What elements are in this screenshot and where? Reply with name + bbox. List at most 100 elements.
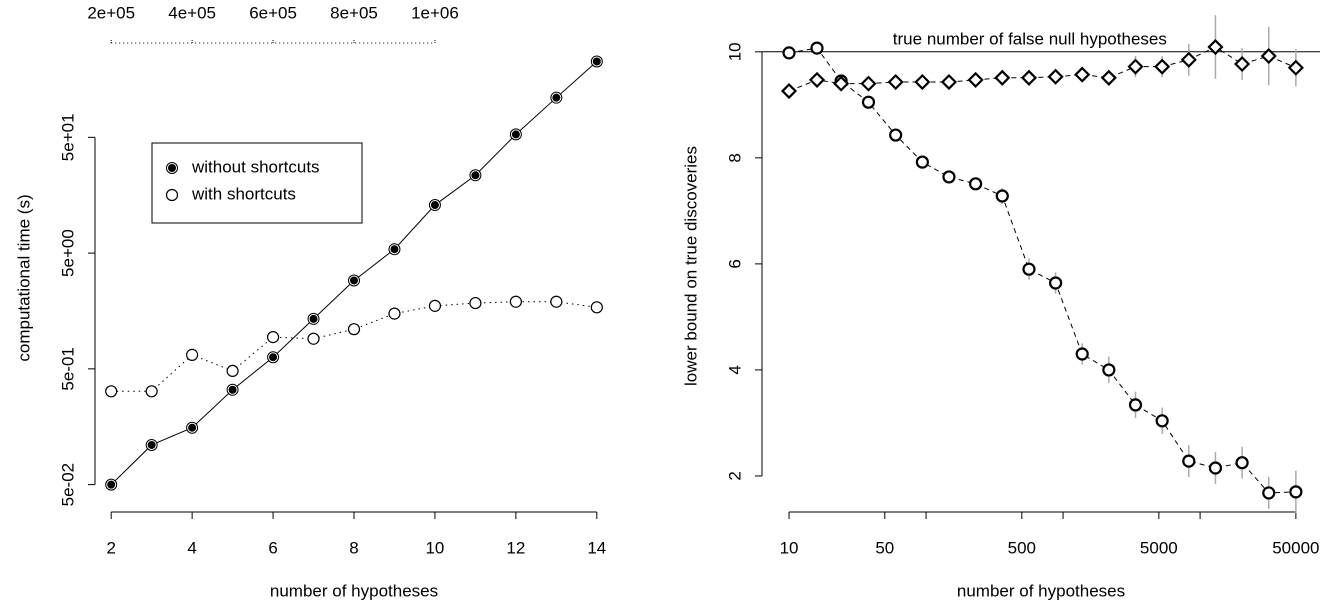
x-tick-label: 8 (349, 538, 358, 557)
reference-label: true number of false null hypotheses (893, 29, 1167, 48)
marker-dot (471, 171, 480, 180)
y-tick-label: 5e+00 (58, 229, 77, 277)
x2-tick-label: 2e+05 (87, 3, 135, 22)
marker (782, 46, 796, 60)
marker-dot (228, 385, 237, 394)
marker (348, 274, 360, 287)
marker (1128, 398, 1143, 412)
marker (1102, 363, 1116, 377)
marker (186, 421, 199, 434)
marker (1100, 69, 1117, 86)
marker (833, 75, 850, 92)
series (105, 55, 603, 491)
marker (590, 301, 603, 314)
y-tick-label: 8 (725, 153, 744, 162)
x2-tick-label: 4e+05 (168, 3, 216, 22)
series-line (111, 301, 597, 392)
y-axis-title: computational time (s) (14, 194, 33, 361)
marker-dot (188, 423, 197, 432)
x-tick-label: 10 (425, 538, 444, 557)
marker-dot (309, 314, 318, 323)
marker (590, 55, 603, 68)
marker (1022, 262, 1036, 276)
marker (105, 385, 118, 398)
marker (942, 170, 956, 184)
marker (1047, 68, 1064, 85)
marker (428, 199, 441, 212)
marker-dot (430, 201, 439, 210)
marker (145, 438, 158, 451)
marker-dot (592, 57, 601, 66)
marker (266, 331, 280, 344)
marker (1234, 55, 1251, 73)
x-tick-label: 2 (106, 538, 115, 557)
y-tick-label: 4 (725, 365, 744, 374)
marker (105, 478, 118, 491)
series (782, 41, 1303, 514)
marker (1289, 485, 1303, 499)
marker (1075, 347, 1089, 361)
chart-panel: 2 4 6 8 10 10 50 500 5000 50000 number of hypothes… (681, 15, 1320, 600)
marker (509, 128, 522, 141)
marker (1048, 276, 1063, 290)
marker (994, 69, 1011, 86)
marker (307, 332, 320, 345)
marker (1262, 486, 1276, 500)
marker (915, 155, 929, 169)
marker (995, 189, 1009, 203)
marker (1260, 47, 1277, 65)
marker (550, 91, 563, 104)
series (780, 15, 1304, 100)
marker (509, 295, 522, 308)
marker (1154, 58, 1171, 75)
y-tick-label: 6 (725, 259, 744, 268)
x-tick-label: 14 (587, 538, 606, 557)
series (105, 295, 603, 398)
marker (1182, 454, 1196, 468)
series-line (788, 47, 1296, 494)
x-tick-label: 10 (780, 538, 799, 557)
marker (1127, 58, 1144, 75)
marker (166, 162, 178, 174)
marker (388, 243, 401, 256)
marker (860, 75, 877, 92)
y-axis-title: lower bound on true discoveries (681, 146, 700, 386)
marker (1074, 66, 1091, 83)
x-axis-title: number of hypotheses (270, 581, 438, 600)
x-tick-label: 12 (506, 538, 525, 557)
marker (550, 295, 563, 308)
x-tick-label: 50 (875, 538, 894, 557)
marker (307, 312, 320, 325)
legend-label: with shortcuts (191, 184, 296, 203)
marker (1287, 59, 1304, 76)
legend-box (151, 142, 363, 224)
marker-dot (511, 130, 520, 139)
series-line (110, 61, 598, 485)
marker (145, 385, 158, 398)
marker-dot (552, 93, 561, 102)
marker (967, 71, 984, 88)
marker (969, 177, 983, 191)
marker (226, 383, 239, 396)
y-tick-label: 2 (725, 471, 744, 480)
marker (388, 307, 401, 320)
x2-tick-label: 1e+06 (411, 3, 459, 22)
marker (810, 41, 824, 55)
marker (226, 364, 239, 378)
marker (1235, 456, 1249, 470)
x-tick-label: 4 (187, 538, 196, 557)
marker (861, 95, 876, 109)
x-tick-label: 5000 (1140, 538, 1178, 557)
marker (347, 323, 361, 336)
marker (428, 299, 442, 312)
series-line (788, 46, 1297, 92)
legend-label: without shortcuts (191, 157, 320, 176)
marker (780, 82, 798, 100)
y-tick-label: 5e-01 (58, 347, 77, 390)
marker-dot (350, 276, 358, 285)
marker-dot (390, 245, 399, 254)
x2-tick-label: 6e+05 (249, 3, 297, 22)
marker (1155, 414, 1169, 428)
x2-tick-label: 8e+05 (330, 3, 378, 22)
